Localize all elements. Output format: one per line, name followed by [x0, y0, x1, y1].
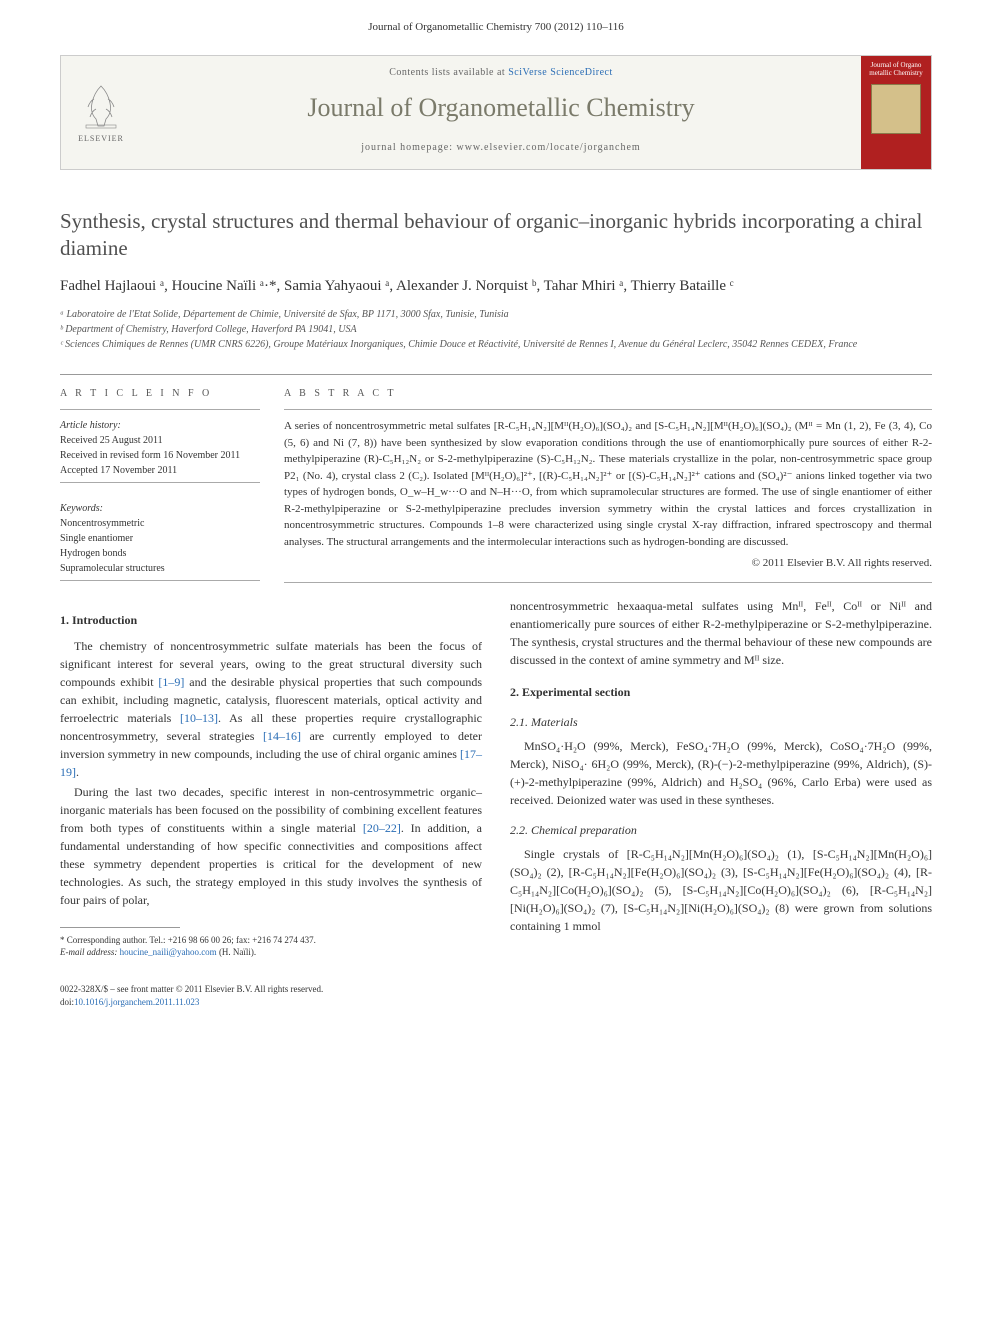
email-suffix: (H. Naïli). [217, 947, 257, 957]
title-section: Synthesis, crystal structures and therma… [0, 190, 992, 361]
intro-continuation: noncentrosymmetric hexaaqua-metal sulfat… [510, 597, 932, 669]
cover-title: Journal of Organo metallic Chemistry [865, 62, 927, 77]
footnote-separator [60, 927, 180, 928]
materials-text: MnSO₄·H₂O (99%, Merck), FeSO₄·7H₂O (99%,… [510, 737, 932, 809]
experimental-heading: 2. Experimental section [510, 683, 932, 701]
accepted-date: Accepted 17 November 2011 [60, 463, 260, 478]
preparation-text: Single crystals of [R-C₅H₁₄N₂][Mn(H₂O)₆]… [510, 845, 932, 935]
footer-copyright: 0022-328X/$ – see front matter © 2011 El… [60, 983, 932, 996]
keyword: Noncentrosymmetric [60, 516, 260, 531]
contents-available-line: Contents lists available at SciVerse Sci… [141, 66, 861, 80]
body-columns: 1. Introduction The chemistry of noncent… [0, 591, 992, 979]
affiliation-c: ᶜ Sciences Chimiques de Rennes (UMR CNRS… [60, 337, 932, 352]
affiliation-b: ᵇ Department of Chemistry, Haverford Col… [60, 322, 932, 337]
doi-link[interactable]: 10.1016/j.jorganchem.2011.11.023 [74, 997, 199, 1007]
abstract-text: A series of noncentrosymmetric metal sul… [284, 418, 932, 550]
email-label: E-mail address: [60, 947, 120, 957]
elsevier-tree-icon [76, 81, 126, 131]
materials-heading: 2.1. Materials [510, 713, 932, 731]
journal-name: Journal of Organometallic Chemistry [141, 90, 861, 126]
info-divider [284, 409, 932, 410]
keyword: Supramolecular structures [60, 561, 260, 576]
doi-label: doi: [60, 997, 74, 1007]
affiliation-a: ᵃ Laboratoire de l'Etat Solide, Départem… [60, 307, 932, 322]
left-column: 1. Introduction The chemistry of noncent… [60, 597, 482, 959]
keyword: Hydrogen bonds [60, 546, 260, 561]
page-footer: 0022-328X/$ – see front matter © 2011 El… [0, 979, 992, 1032]
corresponding-author-footnote: * Corresponding author. Tel.: +216 98 66… [60, 934, 482, 959]
paper-title: Synthesis, crystal structures and therma… [60, 208, 932, 263]
sciencedirect-link[interactable]: SciVerse ScienceDirect [508, 67, 613, 78]
right-column: noncentrosymmetric hexaaqua-metal sulfat… [510, 597, 932, 959]
abstract-heading: A B S T R A C T [284, 387, 932, 401]
keyword: Single enantiomer [60, 531, 260, 546]
page-header-citation: Journal of Organometallic Chemistry 700 … [0, 0, 992, 45]
keywords-label: Keywords: [60, 501, 260, 516]
journal-header-box: ELSEVIER Contents lists available at Sci… [60, 55, 932, 169]
received-date: Received 25 August 2011 [60, 433, 260, 448]
preparation-heading: 2.2. Chemical preparation [510, 821, 932, 839]
homepage-prefix: journal homepage: [361, 142, 456, 153]
keywords-block: Keywords: Noncentrosymmetric Single enan… [60, 501, 260, 576]
email-line: E-mail address: houcine_naili@yahoo.com … [60, 946, 482, 959]
abstract-copyright: © 2011 Elsevier B.V. All rights reserved… [284, 556, 932, 571]
elsevier-logo: ELSEVIER [61, 56, 141, 168]
revised-date: Received in revised form 16 November 201… [60, 448, 260, 463]
corresponding-email-link[interactable]: houcine_naili@yahoo.com [120, 947, 217, 957]
intro-para-1: The chemistry of noncentrosymmetric sulf… [60, 637, 482, 781]
footer-doi-line: doi:10.1016/j.jorganchem.2011.11.023 [60, 996, 932, 1009]
intro-heading: 1. Introduction [60, 611, 482, 629]
journal-cover-thumbnail: Journal of Organo metallic Chemistry [861, 56, 931, 168]
article-history: Article history: Received 25 August 2011… [60, 418, 260, 478]
info-divider [60, 580, 260, 581]
cover-image-icon [871, 84, 921, 134]
journal-homepage-link[interactable]: www.elsevier.com/locate/jorganchem [456, 142, 640, 153]
info-divider [284, 582, 932, 583]
author-list: Fadhel Hajlaoui ᵃ, Houcine Naïli ᵃ·*, Sa… [60, 276, 932, 297]
contents-prefix: Contents lists available at [389, 67, 508, 78]
info-divider [60, 482, 260, 483]
corresponding-line: * Corresponding author. Tel.: +216 98 66… [60, 934, 482, 947]
journal-homepage-line: journal homepage: www.elsevier.com/locat… [141, 141, 861, 155]
journal-center: Contents lists available at SciVerse Sci… [141, 56, 861, 168]
abstract-column: A B S T R A C T A series of noncentrosym… [284, 387, 932, 590]
elsevier-text: ELSEVIER [78, 133, 124, 144]
intro-para-2: During the last two decades, specific in… [60, 783, 482, 909]
history-label: Article history: [60, 418, 260, 433]
affiliations: ᵃ Laboratoire de l'Etat Solide, Départem… [60, 307, 932, 352]
article-info-heading: A R T I C L E I N F O [60, 387, 260, 401]
info-abstract-row: A R T I C L E I N F O Article history: R… [0, 375, 992, 590]
info-divider [60, 409, 260, 410]
article-info-column: A R T I C L E I N F O Article history: R… [60, 387, 260, 590]
